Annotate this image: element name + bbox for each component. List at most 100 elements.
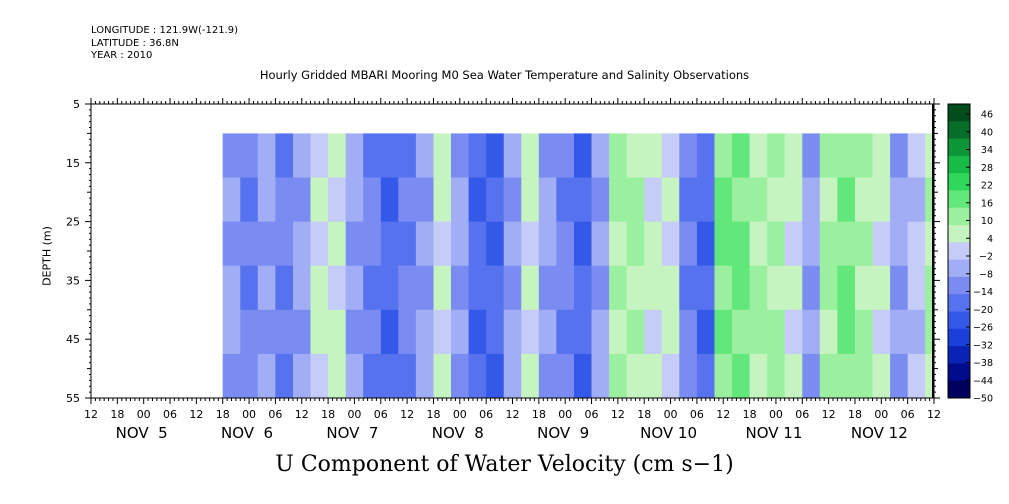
heatmap-cell (222, 353, 241, 398)
heatmap-cell (872, 265, 891, 311)
colorbar-swatch (948, 207, 970, 226)
heatmap-cell (222, 133, 241, 179)
heatmap-cell (626, 133, 645, 179)
heatmap-cell (609, 177, 628, 223)
heatmap-cell (240, 353, 259, 398)
heatmap-cell (310, 133, 329, 179)
heatmap-cell (521, 177, 540, 223)
heatmap-cell (240, 309, 259, 355)
heatmap-cell (574, 177, 593, 223)
heatmap-cell (275, 309, 294, 355)
heatmap-cell (872, 221, 891, 267)
heatmap-cell (644, 353, 663, 398)
heatmap-cell (398, 133, 417, 179)
longitude-label: LONGITUDE : 121.9W(-121.9) (91, 25, 238, 36)
heatmap-cell (661, 133, 680, 179)
colorbar-swatch (948, 311, 970, 330)
heatmap-cell (714, 309, 733, 355)
heatmap-cell (644, 133, 663, 179)
heatmap-cell (907, 221, 926, 267)
heatmap-cell (732, 221, 751, 267)
heatmap-cell (310, 265, 329, 311)
x-hour-label: 18 (532, 408, 546, 421)
heatmap-cell (240, 265, 259, 311)
heatmap-cell (591, 221, 610, 267)
colorbar-label: −2 (979, 252, 993, 263)
heatmap-cell (380, 177, 399, 223)
heatmap-cell (819, 353, 838, 398)
heatmap-cell (837, 353, 856, 398)
chart-title: Hourly Gridded MBARI Mooring M0 Sea Wate… (259, 68, 750, 82)
x-day-label: NOV 6 (221, 424, 273, 442)
heatmap-cell (503, 221, 522, 267)
heatmap-cell (696, 221, 716, 267)
heatmap-cell (925, 265, 934, 311)
heatmap-cell (345, 353, 364, 398)
heatmap-cell (503, 353, 522, 398)
heatmap-cell (732, 309, 751, 355)
heatmap-cell (293, 221, 312, 267)
colorbar-swatch (948, 242, 970, 261)
colorbar-label: 4 (987, 234, 993, 245)
heatmap-cell (749, 265, 768, 311)
colorbar-swatch (948, 155, 970, 174)
heatmap-cell (556, 221, 575, 267)
x-hour-label: 00 (242, 408, 256, 421)
x-hour-label: 18 (637, 408, 651, 421)
heatmap-cell (538, 133, 557, 179)
heatmap-cell (503, 177, 522, 223)
heatmap-cell (732, 133, 751, 179)
heatmap-cell (784, 353, 803, 398)
heatmap-cell (644, 177, 663, 223)
heatmap-cell (890, 221, 909, 267)
heatmap-cell (609, 353, 628, 398)
heatmap-cell (345, 133, 364, 179)
heatmap-cell (257, 265, 276, 311)
heatmap-cell (925, 353, 934, 398)
heatmap-cell (679, 221, 698, 267)
heatmap-cell (644, 221, 663, 267)
colorbar-label: −14 (973, 287, 993, 298)
x-hour-label: 00 (453, 408, 467, 421)
x-hour-label: 18 (848, 408, 862, 421)
heatmap-cell (380, 265, 399, 311)
heatmap-cell (433, 265, 452, 311)
heatmap-cell (819, 309, 838, 355)
heatmap-cell (802, 353, 821, 398)
heatmap-cell (802, 309, 821, 355)
x-hour-label: 00 (558, 408, 572, 421)
heatmap-cell (714, 133, 733, 179)
heatmap-cell (328, 133, 347, 179)
heatmap-cell (451, 309, 470, 355)
colorbar-label: 16 (981, 198, 993, 209)
heatmap-cell (591, 309, 610, 355)
heatmap-cell (767, 221, 786, 267)
x-day-label: NOV 9 (537, 424, 589, 442)
heatmap-cell (257, 353, 276, 398)
heatmap-cell (872, 133, 891, 179)
x-day-label: NOV 8 (432, 424, 484, 442)
x-hour-label: 18 (426, 408, 440, 421)
heatmap-cell (486, 221, 505, 267)
heatmap-cell (855, 221, 874, 267)
heatmap-cell (714, 221, 733, 267)
heatmap-cell (468, 133, 487, 179)
colorbar-swatch (948, 259, 970, 278)
x-hour-label: 06 (163, 408, 177, 421)
colorbar-label: 22 (981, 181, 993, 192)
heatmap-cell (556, 265, 575, 311)
heatmap-cell (872, 177, 891, 223)
heatmap-cell (415, 353, 435, 398)
heatmap-cell (451, 133, 470, 179)
heatmap-cell (451, 353, 470, 398)
heatmap-cell (293, 177, 312, 223)
latitude-label: LATITUDE : 36.8N (91, 38, 179, 49)
heatmap-cell (363, 177, 382, 223)
heatmap-cell (451, 265, 470, 311)
colorbar-swatch (948, 138, 970, 157)
heatmap-cell (907, 133, 926, 179)
heatmap-cell (890, 353, 909, 398)
heatmap-cell (749, 309, 768, 355)
heatmap-cell (696, 177, 716, 223)
heatmap-cell (345, 177, 364, 223)
